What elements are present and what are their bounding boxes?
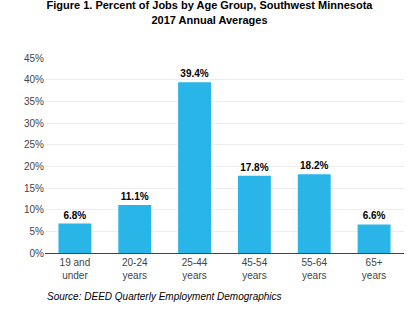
svg-text:30%: 30% bbox=[24, 118, 44, 129]
svg-text:17.8%: 17.8% bbox=[240, 162, 268, 173]
svg-text:19 andunder: 19 andunder bbox=[60, 257, 91, 281]
svg-text:55-64years: 55-64years bbox=[301, 257, 327, 281]
svg-text:40%: 40% bbox=[24, 74, 44, 85]
svg-text:Figure 1. Percent of Jobs by A: Figure 1. Percent of Jobs by Age Group, … bbox=[47, 0, 374, 26]
svg-text:39.4%: 39.4% bbox=[180, 68, 208, 79]
svg-text:35%: 35% bbox=[24, 96, 44, 107]
svg-text:5%: 5% bbox=[30, 226, 45, 237]
svg-text:15%: 15% bbox=[24, 183, 44, 194]
svg-text:6.8%: 6.8% bbox=[63, 210, 86, 221]
svg-text:20%: 20% bbox=[24, 161, 44, 172]
svg-text:18.2%: 18.2% bbox=[300, 160, 328, 171]
svg-text:0%: 0% bbox=[30, 248, 45, 259]
svg-text:11.1%: 11.1% bbox=[121, 191, 149, 202]
svg-text:25%: 25% bbox=[24, 139, 44, 150]
svg-text:Source: DEED Quarterly Employm: Source: DEED Quarterly Employment Demogr… bbox=[47, 291, 282, 302]
svg-text:65+years: 65+years bbox=[362, 257, 386, 281]
svg-text:20-24years: 20-24years bbox=[122, 257, 148, 281]
svg-text:6.6%: 6.6% bbox=[363, 210, 386, 221]
svg-text:10%: 10% bbox=[24, 204, 44, 215]
svg-text:45%: 45% bbox=[24, 53, 44, 64]
svg-text:45-54years: 45-54years bbox=[242, 257, 268, 281]
svg-text:25-44years: 25-44years bbox=[182, 257, 208, 281]
